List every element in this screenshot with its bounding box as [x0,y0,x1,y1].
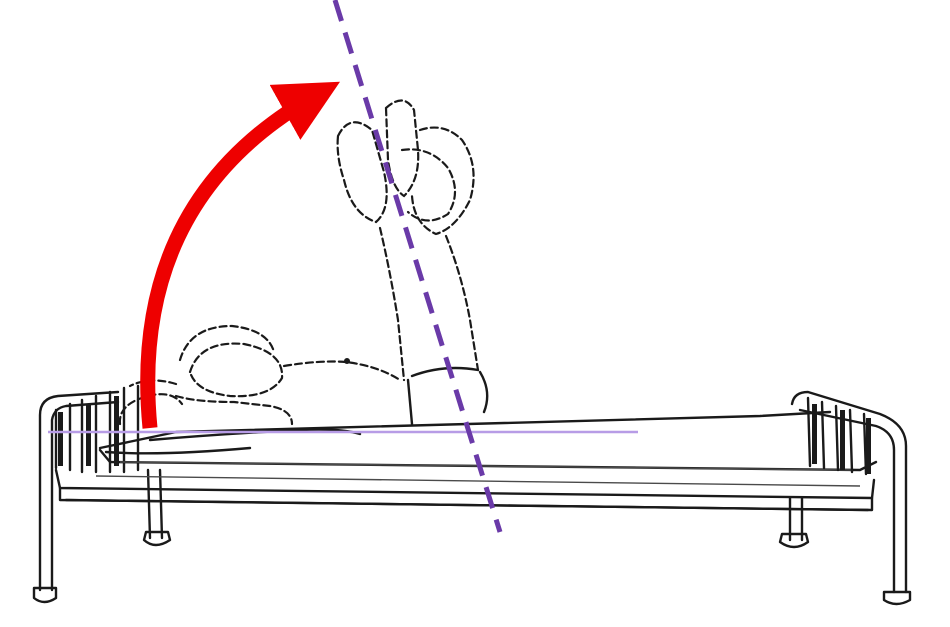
bed-footboard [778,390,912,606]
curved-rotation-arrow [140,81,341,429]
bed [32,384,912,606]
dashed-trunk-axis-line [332,0,503,533]
patient-sitting [336,99,489,426]
